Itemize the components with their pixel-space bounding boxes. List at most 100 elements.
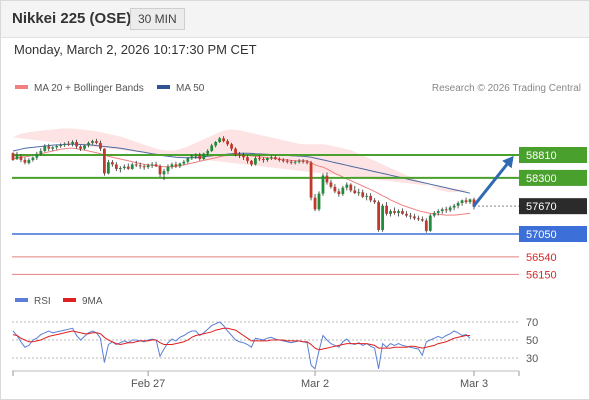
candle-body: [103, 148, 106, 174]
candle: [269, 155, 273, 160]
candle-body: [349, 184, 353, 191]
candle: [401, 208, 404, 215]
candle: [75, 139, 78, 149]
candle-body: [440, 209, 444, 212]
candle-body: [428, 215, 432, 231]
candle-body: [373, 200, 377, 203]
candle-body: [170, 164, 174, 167]
level-tag-57050: [519, 226, 587, 242]
candle: [198, 152, 202, 161]
level-label-57670: 57670: [526, 201, 557, 213]
candle-body: [273, 157, 277, 160]
candle-body: [122, 166, 126, 169]
candle: [186, 157, 190, 164]
candle-body: [83, 145, 86, 149]
candle: [373, 198, 377, 204]
candle: [55, 144, 59, 150]
level-tag-58810: [519, 147, 587, 163]
candle-body: [222, 138, 226, 142]
candle: [106, 159, 110, 175]
candle-body: [401, 211, 404, 214]
candle: [39, 148, 43, 156]
candle: [246, 155, 249, 164]
level-label-58300: 58300: [526, 173, 557, 185]
candle: [313, 194, 317, 212]
candle: [409, 212, 412, 220]
candle-body: [329, 182, 333, 187]
candle: [110, 159, 114, 167]
candle-body: [385, 205, 388, 214]
forecast-arrow-layer: [472, 155, 514, 208]
candle: [405, 211, 408, 218]
candle: [285, 159, 289, 164]
candle-body: [214, 141, 218, 146]
candle: [281, 158, 285, 163]
candle-body: [409, 215, 412, 217]
bollinger-band-fill: [13, 128, 470, 193]
candle-body: [269, 157, 273, 159]
candle: [377, 200, 381, 232]
candle: [365, 193, 369, 201]
candle-body: [468, 199, 472, 203]
candle: [154, 161, 158, 168]
rsi-tick-30: 30: [526, 353, 538, 365]
level-label-56540: 56540: [526, 252, 557, 264]
level-label-58810: 58810: [526, 150, 557, 162]
candle-body: [254, 158, 257, 165]
candle-body: [106, 162, 110, 174]
candle: [210, 143, 214, 152]
candle-body: [63, 143, 67, 146]
candle: [150, 162, 154, 169]
candle: [83, 144, 86, 151]
timeframe-badge[interactable]: 30 MIN: [130, 8, 185, 30]
candle-body: [114, 164, 118, 169]
rsi-legend: RSI 9MA: [15, 296, 103, 307]
candle: [59, 143, 63, 148]
candle: [182, 159, 186, 166]
candle-body: [424, 220, 428, 231]
price-legend: MA 20 + Bollinger Bands MA 50: [15, 83, 205, 94]
candle-body: [416, 218, 420, 220]
candle-body: [43, 146, 47, 151]
candle: [468, 198, 472, 204]
candle: [361, 189, 365, 199]
candle-body: [305, 161, 309, 163]
candle-body: [59, 145, 63, 147]
candle-body: [166, 166, 170, 172]
candle-body: [369, 195, 373, 201]
candle-body: [389, 211, 392, 214]
candle: [214, 141, 218, 148]
level-label-57050: 57050: [526, 229, 557, 241]
candle-body: [210, 145, 214, 151]
candle: [194, 153, 198, 160]
candle-body: [341, 187, 345, 195]
legend-label-bollinger: MA 20 + Bollinger Bands: [34, 83, 144, 94]
candle-body: [234, 148, 237, 155]
candle: [190, 154, 194, 160]
candle: [416, 215, 420, 221]
candle: [297, 159, 301, 164]
candle: [460, 199, 464, 206]
legend-swatch-rsi: [15, 298, 28, 302]
candle-body: [194, 155, 198, 157]
candle: [440, 207, 444, 214]
candle-body: [118, 168, 122, 170]
candle-body: [393, 211, 396, 213]
candle-body: [381, 205, 384, 230]
candle-body: [277, 159, 281, 161]
candle: [202, 152, 206, 160]
candle-body: [464, 200, 468, 203]
candle: [43, 144, 47, 152]
candle: [130, 162, 134, 170]
candle: [103, 148, 106, 176]
candle-body: [285, 160, 289, 162]
candle: [432, 211, 436, 218]
candle: [428, 213, 432, 232]
candle-body: [325, 175, 329, 183]
candle: [456, 201, 460, 209]
candle: [321, 173, 325, 196]
candle: [166, 164, 170, 175]
rsi-line: [12, 321, 471, 370]
legend-label-rsi: RSI: [34, 296, 51, 307]
candle-body: [142, 166, 146, 168]
